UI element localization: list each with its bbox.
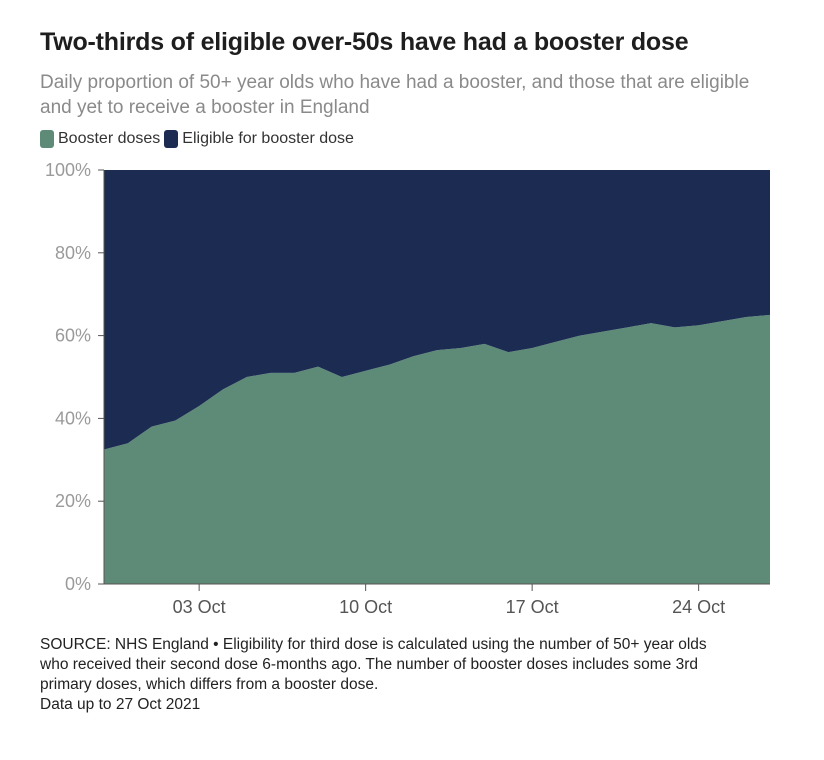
legend-label-booster: Booster doses xyxy=(58,130,161,147)
area-series-booster-doses xyxy=(104,314,770,584)
y-tick-label: 40% xyxy=(55,408,91,428)
legend: Booster doses Eligible for booster dose xyxy=(40,130,358,148)
legend-swatch-booster xyxy=(40,130,54,148)
x-tick-label: 03 Oct xyxy=(173,597,226,617)
x-tick-label: 24 Oct xyxy=(672,597,725,617)
y-tick-label: 100% xyxy=(45,160,91,180)
y-tick-label: 60% xyxy=(55,326,91,346)
stacked-area-chart: 0% 20% 40% 60% 80% 100% 03 Oct 10 Oct 17 Oct 24 … xyxy=(45,160,770,617)
y-axis: 0% 20% 40% 60% 80% 100% xyxy=(45,160,105,594)
x-tick-label: 10 Oct xyxy=(339,597,392,617)
y-tick-label: 20% xyxy=(55,491,91,511)
y-tick-label: 0% xyxy=(65,574,91,594)
x-tick-label: 17 Oct xyxy=(506,597,559,617)
legend-item-eligible: Eligible for booster dose xyxy=(164,130,354,148)
y-tick-label: 80% xyxy=(55,243,91,263)
source-line: SOURCE: NHS England • Eligibility for th… xyxy=(40,636,707,653)
source-note: SOURCE: NHS England • Eligibility for th… xyxy=(40,635,800,715)
data-date-note: Data up to 27 Oct 2021 xyxy=(40,696,201,713)
chart-areas xyxy=(104,170,770,584)
source-line: primary doses, which differs from a boos… xyxy=(40,676,379,693)
area-series-eligible-for-booster-dose xyxy=(104,170,770,450)
chart-subtitle: Daily proportion of 50+ year olds who ha… xyxy=(40,72,750,118)
source-line: who received their second dose 6-months … xyxy=(40,656,698,673)
chart-title: Two-thirds of eligible over-50s have had… xyxy=(40,28,689,56)
x-axis: 03 Oct 10 Oct 17 Oct 24 Oct xyxy=(104,583,770,617)
legend-swatch-eligible xyxy=(164,130,179,148)
legend-item-booster: Booster doses xyxy=(40,130,160,148)
legend-label-eligible: Eligible for booster dose xyxy=(182,130,354,147)
